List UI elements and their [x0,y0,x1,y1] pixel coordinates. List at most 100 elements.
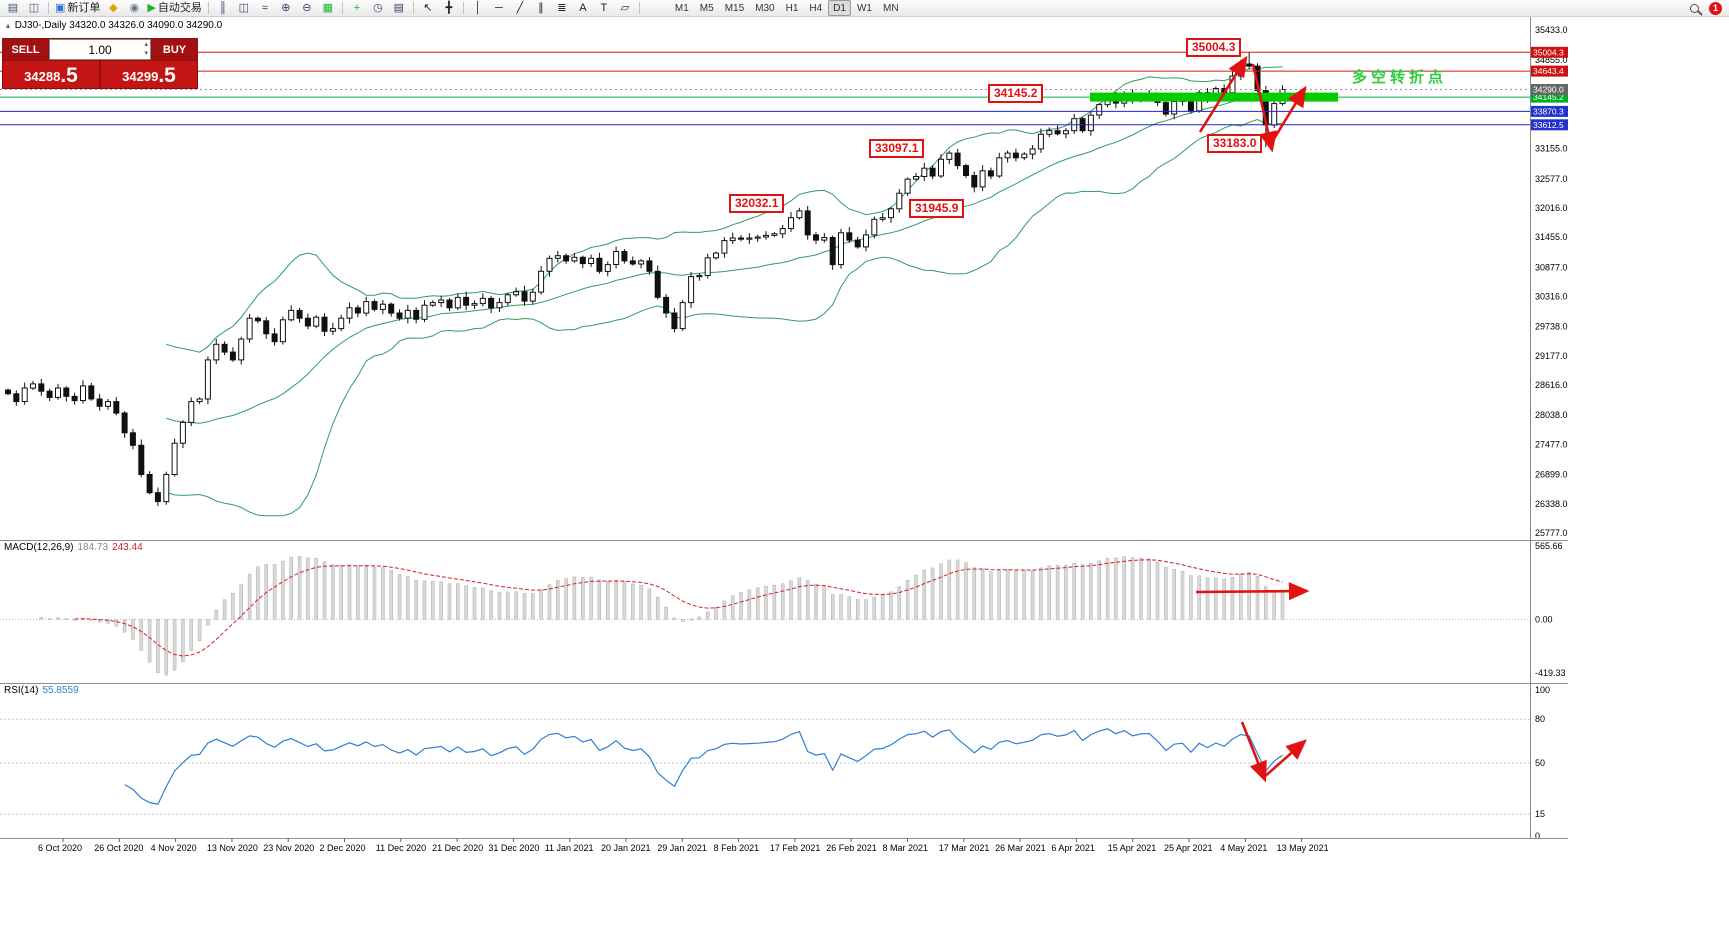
svg-text:35433.0: 35433.0 [1535,25,1568,35]
volume-increase-button[interactable]: ▴ [144,41,148,48]
auto-trading-button-label: 自动交易 [157,1,202,14]
cursor-icon[interactable]: ↖ [418,1,438,16]
price-callout[interactable]: 33183.0 [1207,134,1263,153]
templates-icon-glyph: ▤ [393,1,405,14]
svg-text:17 Feb 2021: 17 Feb 2021 [770,843,821,853]
text-icon[interactable]: A [573,1,593,16]
macd-label: MACD(12,26,9) 184.73 243.44 [4,542,143,553]
periods-icon-glyph: ◷ [373,1,383,14]
trendline-icon-glyph: ╱ [516,1,524,14]
macd-indicator [0,556,1530,676]
periods-icon[interactable]: ◷ [368,1,388,16]
svg-text:29 Jan 2021: 29 Jan 2021 [657,843,707,853]
svg-text:11 Dec 2020: 11 Dec 2020 [376,843,426,853]
toolbar: ▤ ◫ ▣ 新订单 ◆ ◉ ▶ 自动交易 ║ ◫ ≈ ⊕ ⊖ ▦ + ◷ ▤ ↖ ╋ │ ─ ╱ ∥ ≣ A T ▱ M1 M5 M15… [0,0,1729,17]
timeframe-toolbar: M1 M5 M15 M30 H1 H4 D1 W1 MN [670,0,904,16]
timeframe-button-m30[interactable]: M30 [755,2,775,14]
support-band[interactable] [1090,92,1338,102]
svg-text:25777.0: 25777.0 [1535,528,1568,538]
trend-arrows[interactable] [1195,55,1310,783]
bar-chart-icon[interactable]: ║ [213,1,233,16]
svg-text:33155.0: 33155.0 [1535,144,1568,154]
chart-window-icon[interactable]: ◫ [24,1,44,16]
metaeditor-icon[interactable]: ◆ [103,1,123,16]
price-callout[interactable]: 31945.9 [909,199,965,218]
fibonacci-icon-glyph: ≣ [557,1,567,14]
channel-icon[interactable]: ∥ [531,1,551,16]
turning-point-label[interactable]: 多空转折点 [1352,69,1448,86]
new-order-button-label: 新订单 [67,1,101,14]
timeframe-button-m5[interactable]: M5 [699,2,714,14]
auto-trading-button[interactable]: ▶ 自动交易 [145,1,203,16]
price-callout[interactable]: 32032.1 [729,194,785,213]
timeframe-button-m1[interactable]: M1 [674,2,689,14]
svg-text:6 Oct 2020: 6 Oct 2020 [38,843,82,853]
volume-input[interactable]: 1.00 ▴ ▾ [49,39,151,60]
new-chart-icon[interactable]: ▤ [3,1,23,16]
fibonacci-icon[interactable]: ≣ [552,1,572,16]
svg-text:6 Apr 2021: 6 Apr 2021 [1051,843,1095,853]
sell-price[interactable]: 34288.5 [3,61,99,88]
timeframe-button-h4[interactable]: H4 [809,2,823,14]
buy-button[interactable]: BUY [152,39,197,60]
templates-icon[interactable]: ▤ [389,1,409,16]
timeframe-button-d1[interactable]: D1 [828,0,851,16]
svg-text:26338.0: 26338.0 [1535,499,1568,509]
svg-text:26 Feb 2021: 26 Feb 2021 [826,843,877,853]
notification-badge[interactable]: 1 [1709,1,1722,15]
vertical-line-icon-glyph: │ [474,1,482,14]
label-icon-glyph: T [600,1,608,14]
metaeditor-icon-glyph: ◆ [109,1,118,14]
svg-text:31 Dec 2020: 31 Dec 2020 [488,843,539,853]
tile-windows-icon[interactable]: ▦ [318,1,338,16]
svg-text:25 Apr 2021: 25 Apr 2021 [1164,843,1213,853]
timeframe-button-m15[interactable]: M15 [724,2,745,14]
shapes-icon[interactable]: ▱ [615,1,635,16]
rsi-indicator [0,718,1530,815]
zoom-in-icon[interactable]: ⊕ [276,1,296,16]
new-order-button[interactable]: ▣ 新订单 [53,1,102,16]
time-axis: 6 Oct 2020 26 Oct 2020 4 Nov 2020 13 Nov 20… [38,838,1329,853]
svg-text:13 May 2021: 13 May 2021 [1277,843,1329,853]
indicators-icon[interactable]: + [347,1,367,16]
svg-text:35004.3: 35004.3 [1533,47,1564,57]
volume-decrease-button[interactable]: ▾ [144,50,148,57]
panel-separators[interactable] [0,540,1568,839]
svg-text:20 Jan 2021: 20 Jan 2021 [601,843,651,853]
horizontal-line-icon[interactable]: ─ [489,1,509,16]
buy-price[interactable]: 34299.5 [101,61,197,88]
svg-text:32016.0: 32016.0 [1535,203,1568,213]
price-callout[interactable]: 35004.3 [1186,38,1242,57]
candlestick-chart-icon-glyph: ◫ [238,1,250,14]
timeframe-button-w1[interactable]: W1 [856,2,872,14]
trendline-icon[interactable]: ╱ [510,1,530,16]
candlestick-chart-icon[interactable]: ◫ [234,1,254,16]
vertical-line-icon[interactable]: │ [468,1,488,16]
horizontal-level-lines[interactable] [0,51,1530,126]
svg-text:26899.0: 26899.0 [1535,470,1568,480]
price-callout[interactable]: 34145.2 [988,84,1044,103]
toolbar-right-group: 1 [1684,1,1726,16]
chart-title: ▴ DJ30-,Daily 34320.0 34326.0 34090.0 34… [6,20,222,31]
line-chart-icon-glyph: ≈ [261,1,268,14]
svg-text:34643.4: 34643.4 [1533,66,1564,76]
svg-text:26 Mar 2021: 26 Mar 2021 [995,843,1046,853]
svg-text:15: 15 [1535,809,1545,819]
search-icon[interactable] [1684,1,1704,16]
sell-button[interactable]: SELL [3,39,48,60]
price-callout[interactable]: 33097.1 [869,139,925,158]
zoom-out-icon[interactable]: ⊖ [297,1,317,16]
timeframe-button-h1[interactable]: H1 [785,2,799,14]
crosshair-icon[interactable]: ╋ [439,1,459,16]
collapse-icon[interactable]: ▴ [6,21,11,30]
line-chart-icon[interactable]: ≈ [255,1,275,16]
volume-stepper: ▴ ▾ [144,40,148,58]
svg-text:32577.0: 32577.0 [1535,174,1568,184]
terminal-icon[interactable]: ◉ [124,1,144,16]
magnifier-glyph [1689,3,1699,13]
svg-text:15 Apr 2021: 15 Apr 2021 [1108,843,1157,853]
timeframe-button-mn[interactable]: MN [882,2,899,14]
label-icon[interactable]: T [594,1,614,16]
